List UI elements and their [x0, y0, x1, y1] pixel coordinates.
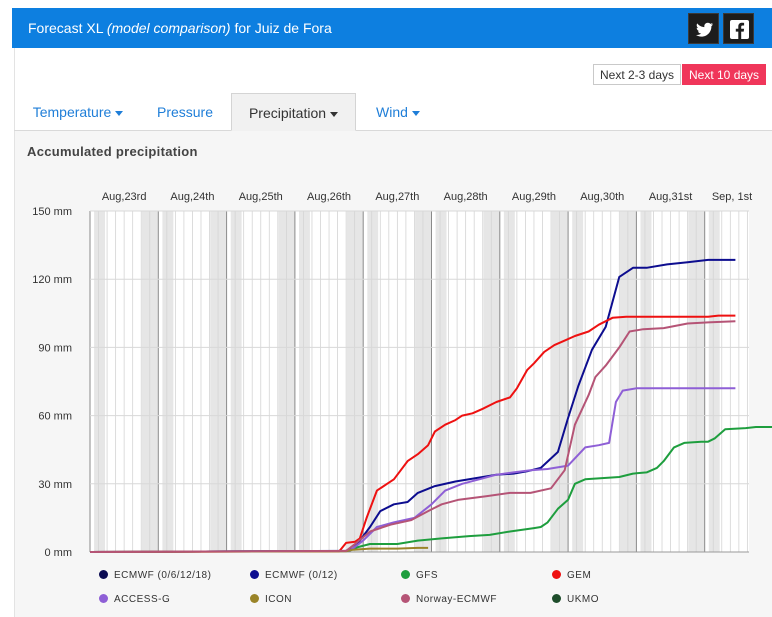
tab-wind[interactable]: Wind — [362, 93, 434, 131]
legend-label: ECMWF (0/6/12/18) — [114, 570, 212, 581]
date-label: Aug,28th — [444, 191, 488, 203]
legend-marker — [99, 570, 108, 579]
night-band — [298, 211, 310, 552]
tabs-divider — [14, 130, 772, 131]
page-title: Forecast XL (model comparison) for Juiz … — [28, 8, 332, 48]
legend-marker — [401, 570, 410, 579]
legend-marker — [250, 570, 259, 579]
tab-label: Temperature — [32, 104, 112, 120]
facebook-icon — [730, 20, 749, 39]
night-band — [230, 211, 242, 552]
legend-label: GFS — [416, 570, 439, 581]
legend-label: Norway-ECMWF — [416, 594, 497, 605]
chart-title: Accumulated precipitation — [27, 144, 198, 159]
legend-item[interactable]: ICON — [250, 594, 292, 605]
caret-down-icon — [330, 111, 339, 117]
date-label: Aug,24th — [170, 191, 214, 203]
date-label: Sep, 1st — [712, 191, 752, 203]
night-band — [572, 211, 584, 552]
legend-marker — [552, 570, 561, 579]
night-band — [708, 211, 720, 552]
legend-label: GEM — [567, 570, 592, 581]
legend-label: UKMO — [567, 594, 599, 605]
date-label: Aug,27th — [375, 191, 419, 203]
precipitation-chart: 0 mm 30 mm 60 mm 90 mm 120 mm 150 mm Aug,23rd A… — [32, 191, 772, 559]
night-band — [435, 211, 447, 552]
night-band — [94, 211, 106, 552]
tab-label: Wind — [376, 104, 408, 120]
night-band — [367, 211, 379, 552]
facebook-button[interactable] — [723, 13, 754, 44]
date-label: Aug,23rd — [102, 191, 147, 203]
y-tick-label: 120 mm — [32, 274, 72, 286]
series-line-norway-ecmwf — [89, 320, 736, 553]
header-bar: Forecast XL (model comparison) for Juiz … — [12, 8, 772, 48]
twitter-icon — [696, 22, 714, 37]
title-main: Forecast XL — [28, 20, 107, 36]
tab-precipitation[interactable]: Precipitation — [231, 93, 356, 131]
date-label: Aug,30th — [580, 191, 624, 203]
title-location: for Juiz de Fora — [230, 20, 332, 36]
y-tick-label: 150 mm — [32, 206, 72, 218]
date-label: Aug,25th — [239, 191, 283, 203]
tab-pressure[interactable]: Pressure — [145, 93, 225, 131]
legend-label: ICON — [265, 594, 292, 605]
legend-item[interactable]: ECMWF (0/12) — [250, 570, 338, 581]
caret-down-icon — [115, 110, 124, 116]
twitter-button[interactable] — [688, 13, 719, 44]
legend-marker — [401, 594, 410, 603]
date-label: Aug,26th — [307, 191, 351, 203]
legend-item[interactable]: GEM — [552, 570, 591, 581]
legend-item[interactable]: Norway-ECMWF — [401, 594, 497, 605]
night-band — [640, 211, 652, 552]
legend-marker — [552, 594, 561, 603]
date-label: Aug,31st — [649, 191, 692, 203]
y-tick-label: 60 mm — [38, 411, 72, 423]
panel-border — [14, 48, 15, 617]
date-label: Aug,29th — [512, 191, 556, 203]
tab-label: Pressure — [156, 104, 214, 120]
next-2-3-days-button[interactable]: Next 2-3 days — [593, 64, 682, 85]
legend-item[interactable]: UKMO — [552, 594, 599, 605]
legend-marker — [99, 594, 108, 603]
series-line-gfs — [89, 426, 772, 553]
tab-label: Precipitation — [248, 105, 327, 121]
caret-down-icon — [411, 110, 420, 116]
legend-label: ECMWF (0/12) — [265, 570, 338, 581]
legend-item[interactable]: GFS — [401, 570, 438, 581]
legend-marker — [250, 594, 259, 603]
legend-item[interactable]: ECMWF (0/6/12/18) — [99, 570, 211, 581]
legend-item[interactable]: ACCESS-G — [99, 594, 170, 605]
y-tick-label: 90 mm — [38, 342, 72, 354]
next-10-days-button[interactable]: Next 10 days — [682, 64, 767, 85]
series-line-gem — [89, 314, 736, 553]
series-line-access-g — [89, 387, 736, 553]
title-subtitle: (model comparison) — [106, 20, 231, 36]
y-tick-label: 0 mm — [45, 547, 73, 559]
night-band — [503, 211, 515, 552]
legend-label: ACCESS-G — [114, 594, 171, 605]
tab-temperature[interactable]: Temperature — [20, 93, 136, 131]
night-band — [162, 211, 174, 552]
y-tick-label: 30 mm — [38, 479, 72, 491]
